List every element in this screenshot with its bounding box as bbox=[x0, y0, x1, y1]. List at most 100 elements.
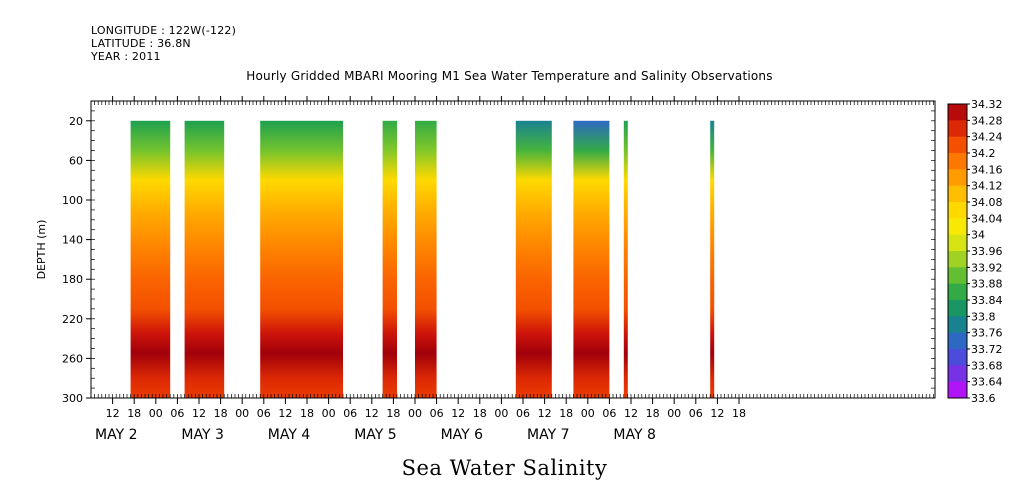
x-hour-tick-label: 12 bbox=[192, 407, 206, 420]
colorbar-swatch bbox=[948, 153, 967, 170]
y-tick-label: 220 bbox=[62, 313, 83, 326]
data-block bbox=[573, 120, 610, 399]
data-block bbox=[710, 120, 715, 399]
colorbar: 34.32 34.28 34.24 34.2 34.16 34.12 34.08 34.04 3… bbox=[947, 98, 1003, 405]
colorbar-swatch bbox=[948, 120, 967, 138]
x-day-label: MAY 3 bbox=[181, 427, 223, 443]
x-hour-tick-label: 18 bbox=[300, 407, 314, 420]
x-hour-tick-label: 18 bbox=[559, 407, 573, 420]
plot-area bbox=[130, 120, 715, 399]
colorbar-label: 34.2 bbox=[971, 147, 996, 160]
y-tick-label: 140 bbox=[62, 234, 83, 247]
colorbar-swatch bbox=[948, 349, 967, 366]
y-tick-label: 180 bbox=[62, 273, 83, 286]
x-hour-tick-label: 06 bbox=[257, 407, 271, 420]
data-block bbox=[260, 120, 343, 399]
colorbar-label: 33.64 bbox=[971, 376, 1003, 389]
colorbar-label: 33.88 bbox=[971, 278, 1003, 291]
x-hour-tick-label: 18 bbox=[214, 407, 228, 420]
x-hour-tick-label: 12 bbox=[106, 407, 120, 420]
y-tick-label: 260 bbox=[62, 352, 83, 365]
colorbar-label: 33.72 bbox=[971, 343, 1003, 356]
x-hour-tick-label: 18 bbox=[386, 407, 400, 420]
y-tick-label: 300 bbox=[62, 392, 83, 405]
colorbar-label: 33.76 bbox=[971, 327, 1003, 340]
colorbar-swatch bbox=[948, 365, 967, 383]
colorbar-swatch bbox=[948, 332, 967, 350]
data-block bbox=[623, 120, 628, 399]
x-hour-tick-label: 06 bbox=[170, 407, 184, 420]
y-axis-label: DEPTH (m) bbox=[35, 220, 48, 280]
x-hour-tick-label: 00 bbox=[581, 407, 595, 420]
axes: 12 18 00 06 12 18 00 06 12 18 00 06 12 18 00 06 12 18 00 06… bbox=[35, 96, 936, 443]
x-day-label: MAY 5 bbox=[354, 427, 396, 443]
x-hour-tick-label: 12 bbox=[451, 407, 465, 420]
colorbar-swatch bbox=[948, 202, 967, 219]
x-hour-tick-label: 00 bbox=[494, 407, 508, 420]
chart-title: Hourly Gridded MBARI Mooring M1 Sea Wate… bbox=[246, 69, 773, 83]
colorbar-label: 33.92 bbox=[971, 261, 1003, 274]
x-hour-tick-label: 06 bbox=[602, 407, 616, 420]
colorbar-label: 34.12 bbox=[971, 180, 1003, 193]
x-day-label: MAY 8 bbox=[613, 427, 655, 443]
colorbar-label: 34.32 bbox=[971, 98, 1003, 111]
colorbar-swatch bbox=[948, 267, 967, 285]
y-tick-label: 60 bbox=[69, 154, 83, 167]
colorbar-swatch bbox=[948, 234, 967, 252]
colorbar-swatch bbox=[948, 169, 967, 187]
x-hour-tick-label: 12 bbox=[365, 407, 379, 420]
colorbar-swatch bbox=[948, 283, 967, 301]
colorbar-label: 34 bbox=[971, 229, 985, 242]
colorbar-label: 34.16 bbox=[971, 163, 1003, 176]
latitude-label: LATITUDE : 36.8N bbox=[91, 37, 191, 50]
x-day-label: MAY 2 bbox=[95, 427, 137, 443]
colorbar-label: 33.84 bbox=[971, 294, 1003, 307]
x-hour-tick-label: 06 bbox=[343, 407, 357, 420]
x-day-label: MAY 7 bbox=[527, 427, 569, 443]
colorbar-swatch bbox=[948, 136, 967, 154]
year-label: YEAR : 2011 bbox=[91, 50, 161, 63]
colorbar-label: 33.68 bbox=[971, 359, 1003, 372]
colorbar-swatch bbox=[948, 251, 967, 268]
longitude-label: LONGITUDE : 122W(-122) bbox=[91, 24, 237, 37]
x-hour-tick-label: 00 bbox=[235, 407, 249, 420]
x-hour-tick-label: 00 bbox=[667, 407, 681, 420]
data-block bbox=[184, 120, 225, 399]
x-hour-tick-label: 18 bbox=[127, 407, 141, 420]
x-hour-tick-label: 12 bbox=[710, 407, 724, 420]
colorbar-swatch bbox=[948, 104, 967, 121]
colorbar-label: 33.6 bbox=[971, 392, 996, 405]
data-block bbox=[130, 120, 171, 399]
x-hour-tick-label: 00 bbox=[408, 407, 422, 420]
x-hour-tick-label: 12 bbox=[278, 407, 292, 420]
colorbar-swatch bbox=[948, 381, 967, 399]
colorbar-label: 34.28 bbox=[971, 114, 1003, 127]
colorbar-swatch bbox=[948, 300, 967, 317]
colorbar-label: 34.08 bbox=[971, 196, 1003, 209]
x-day-label: MAY 4 bbox=[268, 427, 311, 443]
x-hour-tick-label: 18 bbox=[473, 407, 487, 420]
colorbar-swatch bbox=[948, 316, 967, 334]
x-day-label: MAY 6 bbox=[441, 427, 484, 443]
colorbar-label: 33.8 bbox=[971, 310, 996, 323]
variable-title: Sea Water Salinity bbox=[401, 456, 608, 480]
x-hour-tick-label: 18 bbox=[646, 407, 660, 420]
colorbar-label: 34.24 bbox=[971, 131, 1003, 144]
x-hour-tick-label: 06 bbox=[689, 407, 703, 420]
data-block bbox=[515, 120, 552, 399]
x-hour-tick-label: 06 bbox=[516, 407, 530, 420]
colorbar-swatch bbox=[948, 218, 967, 236]
x-hour-tick-label: 00 bbox=[322, 407, 336, 420]
x-hour-tick-label: 18 bbox=[732, 407, 746, 420]
x-hour-tick-label: 06 bbox=[430, 407, 444, 420]
y-tick-label: 20 bbox=[69, 115, 83, 128]
y-tick-label: 100 bbox=[62, 194, 83, 207]
colorbar-label: 33.96 bbox=[971, 245, 1003, 258]
x-hour-tick-label: 00 bbox=[149, 407, 163, 420]
x-hour-tick-label: 12 bbox=[624, 407, 638, 420]
data-block bbox=[415, 120, 437, 399]
colorbar-label: 34.04 bbox=[971, 212, 1003, 225]
colorbar-swatch bbox=[948, 185, 967, 203]
data-block bbox=[382, 120, 397, 399]
